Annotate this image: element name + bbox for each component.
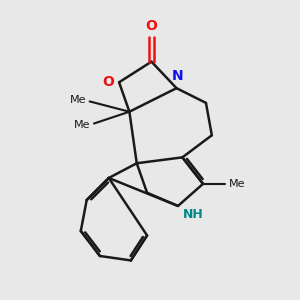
Text: Me: Me bbox=[74, 120, 91, 130]
Text: O: O bbox=[146, 19, 158, 33]
Text: NH: NH bbox=[182, 208, 203, 221]
Text: Me: Me bbox=[70, 95, 86, 105]
Text: O: O bbox=[102, 75, 114, 89]
Text: N: N bbox=[172, 69, 184, 83]
Text: Me: Me bbox=[229, 179, 245, 189]
